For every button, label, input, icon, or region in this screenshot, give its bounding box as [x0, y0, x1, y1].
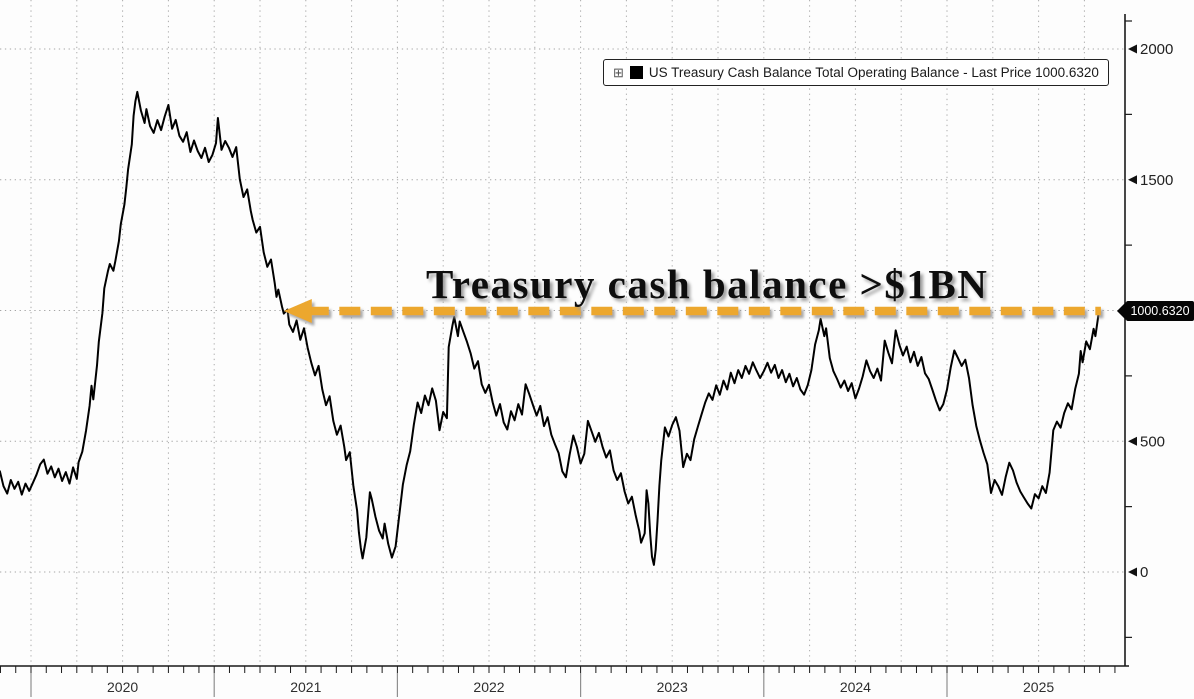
legend-series-swatch — [629, 66, 643, 79]
year-label-2021: 2021 — [290, 679, 321, 695]
year-label-2025: 2025 — [1023, 679, 1054, 695]
y-tick-label-0: 0 — [1140, 564, 1148, 581]
y-tick-arrow-1500 — [1128, 175, 1137, 185]
legend-expand-icon[interactable]: ⊞ — [613, 65, 624, 80]
y-tick-label-500: 500 — [1140, 433, 1165, 450]
annotation-arrowhead-icon — [283, 299, 312, 323]
y-tick-arrow-2000 — [1128, 44, 1137, 54]
legend-box[interactable]: ⊞ US Treasury Cash Balance Total Operati… — [603, 59, 1109, 86]
series-line — [0, 90, 1101, 566]
y-tick-label-1500: 1500 — [1140, 172, 1173, 189]
year-label-2020: 2020 — [107, 679, 138, 695]
year-label-2023: 2023 — [657, 679, 688, 695]
last-price-badge: 1000.6320 — [1117, 301, 1194, 321]
annotation-text: Treasury cash balance >$1BN — [426, 261, 989, 307]
y-tick-arrow-0 — [1128, 567, 1137, 577]
y-tick-arrow-500 — [1128, 436, 1137, 446]
annotation-arrow — [283, 299, 1101, 323]
year-label-2024: 2024 — [840, 679, 871, 695]
y-tick-label-2000: 2000 — [1140, 41, 1173, 58]
year-label-2022: 2022 — [473, 679, 504, 695]
last-price-value: 1000.6320 — [1130, 304, 1190, 318]
legend-series-label: US Treasury Cash Balance Total Operating… — [648, 65, 1099, 80]
badge-left-arrow-icon — [1117, 302, 1126, 320]
